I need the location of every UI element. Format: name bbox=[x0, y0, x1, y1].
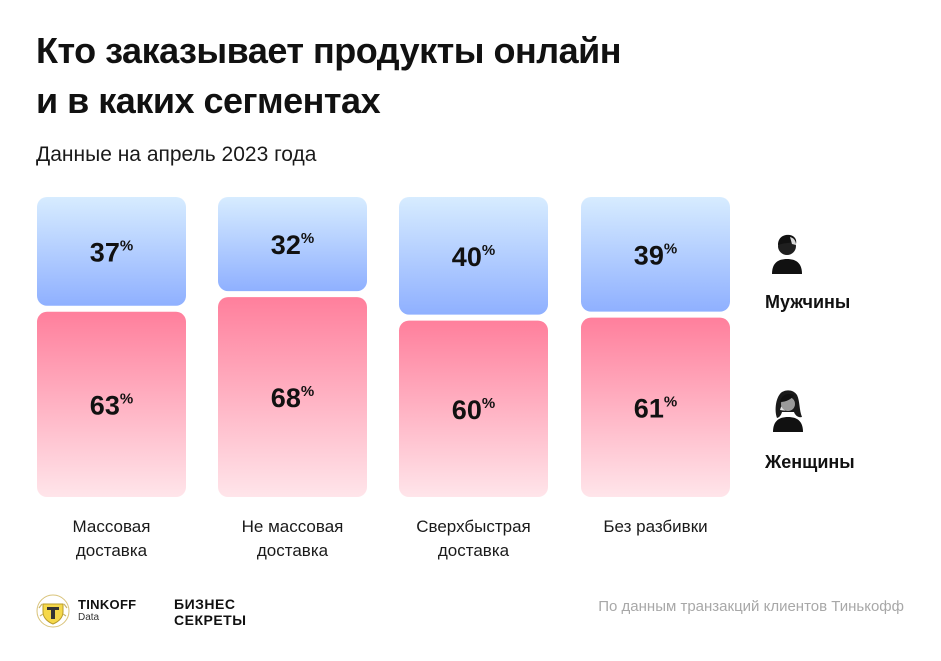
title-line-1: Кто заказывает продукты онлайн bbox=[36, 30, 622, 71]
legend-men-label: Мужчины bbox=[765, 292, 851, 312]
category-label: Не массовая bbox=[242, 517, 344, 536]
bar-women bbox=[399, 320, 548, 497]
category-label: Массовая bbox=[73, 517, 151, 536]
category-label: доставка bbox=[438, 541, 510, 560]
title-line-2: и в каких сегментах bbox=[36, 80, 381, 121]
business-secrets-logo: БИЗНЕС СЕКРЕТЫ bbox=[174, 596, 246, 628]
data-label-women: 61% bbox=[634, 393, 677, 423]
chart-subtitle: Данные на апрель 2023 года bbox=[36, 143, 317, 166]
chart-title: Кто заказывает продукты онлайн и в каких… bbox=[36, 26, 736, 126]
bar-men bbox=[581, 197, 730, 312]
partner-line-1: БИЗНЕС bbox=[174, 596, 236, 612]
category-label: доставка bbox=[76, 541, 148, 560]
data-label-women: 68% bbox=[271, 383, 314, 413]
tinkoff-emblem-icon bbox=[36, 594, 70, 628]
data-label-men: 40% bbox=[452, 242, 495, 272]
data-label-men: 32% bbox=[271, 230, 314, 260]
woman-icon bbox=[768, 388, 808, 437]
bars-group: 37% 63% Массовая доставка 32% 68% Не массовая д… bbox=[37, 197, 730, 560]
category-label: Без разбивки bbox=[603, 517, 707, 536]
bar-women bbox=[37, 311, 186, 497]
man-icon bbox=[768, 232, 806, 279]
data-label-women: 63% bbox=[90, 390, 133, 420]
tinkoff-data-logo: TINKOFF Data bbox=[36, 594, 136, 628]
bar-men bbox=[399, 197, 548, 315]
tinkoff-brand-text: TINKOFF bbox=[78, 597, 137, 612]
data-label-men: 39% bbox=[634, 240, 677, 270]
bar-men bbox=[218, 197, 367, 292]
source-note: По данным транзакций клиентов Тинькофф bbox=[598, 598, 904, 615]
tinkoff-sub-text: Data bbox=[78, 612, 100, 623]
data-label-men: 37% bbox=[90, 237, 133, 267]
category-label: Сверхбыстрая bbox=[416, 517, 531, 536]
partner-line-2: СЕКРЕТЫ bbox=[174, 612, 247, 628]
category-label: доставка bbox=[257, 541, 329, 560]
data-label-women: 60% bbox=[452, 395, 495, 425]
bar-men bbox=[37, 197, 186, 306]
legend-women-label: Женщины bbox=[765, 452, 855, 472]
bar-women bbox=[218, 297, 367, 497]
bar-women bbox=[581, 317, 730, 497]
